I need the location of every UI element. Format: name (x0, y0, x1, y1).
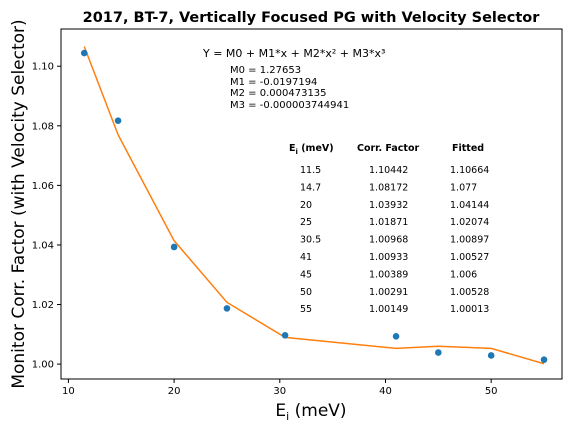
y-tick-label: 1.02 (32, 300, 54, 311)
table-cell: 1.00013 (450, 304, 489, 315)
table-header-fitted: Fitted (452, 143, 484, 154)
table-header-ei: Ei (meV) (289, 143, 334, 156)
chart-title: 2017, BT-7, Vertically Focused PG with V… (83, 10, 541, 26)
fit-equation: Y = M0 + M1*x + M2*x² + M3*x³ (202, 47, 385, 60)
x-axis-label-unit: (meV) (289, 401, 346, 421)
table-cell: 41 (300, 252, 312, 263)
table-cell: 1.006 (450, 269, 477, 280)
table-cell: 1.04144 (450, 200, 489, 211)
data-point (392, 333, 400, 340)
param-m2: M2 = 0.000473135 (230, 88, 327, 99)
table-cell: 30.5 (300, 235, 321, 246)
axes-frame (60, 28, 563, 380)
table-cell: 25 (300, 217, 312, 228)
x-axis-ticks: 10 20 30 40 50 (62, 379, 498, 397)
table-header-corr: Corr. Factor (357, 143, 419, 154)
table-cell: 1.00291 (369, 287, 408, 298)
table-cell: 1.10442 (369, 165, 408, 176)
plot-area: 10 20 30 40 50 1.00 1.02 1.04 1.06 1.08 1.10 (32, 28, 563, 397)
y-tick-label: 1.08 (32, 121, 54, 132)
param-m1: M1 = -0.0197194 (230, 77, 317, 88)
table-cell: 1.10664 (450, 165, 489, 176)
data-point (281, 331, 289, 339)
table-cell: 45 (300, 269, 312, 280)
measured-points (80, 49, 548, 363)
table-header-ei-main: E (289, 143, 296, 154)
x-tick-label: 30 (273, 386, 286, 397)
table-cell: 55 (300, 304, 312, 315)
y-axis-label: Monitor Corr. Factor (with Velocity Sele… (9, 19, 29, 388)
x-axis-label-main: E (275, 401, 286, 421)
table-header-ei-unit: (meV) (298, 143, 334, 154)
table-cell: 50 (300, 287, 312, 298)
table-cell: 1.03932 (369, 200, 408, 211)
x-tick-label: 40 (379, 386, 392, 397)
table-cell: 14.7 (300, 182, 321, 193)
data-point (80, 49, 88, 57)
table-cell: 11.5 (300, 165, 321, 176)
x-axis-label: Ei (meV) (275, 401, 346, 423)
data-point (170, 243, 178, 251)
y-tick-label: 1.10 (32, 62, 54, 73)
table-cell: 1.00968 (369, 235, 408, 246)
data-point (435, 349, 442, 356)
table-cell: 1.077 (450, 182, 477, 193)
fit-annotation: Y = M0 + M1*x + M2*x² + M3*x³ M0 = 1.276… (202, 47, 385, 111)
table-cell: 1.00933 (369, 252, 408, 263)
x-axis-label-sub: i (286, 410, 289, 423)
data-point (540, 356, 548, 363)
table-cell: 1.00149 (369, 304, 408, 315)
table-cell: 1.01871 (369, 217, 408, 228)
table-cell: 1.08172 (369, 182, 408, 193)
table-cell: 1.00897 (450, 235, 489, 246)
table-header-ei-sub: i (296, 148, 298, 156)
param-m3: M3 = -0.000003744941 (230, 100, 349, 111)
table-cell: 1.00389 (369, 269, 408, 280)
data-point (114, 117, 122, 124)
table-cell: 1.00528 (450, 287, 489, 298)
value-table: Ei (meV) Corr. Factor Fitted 11.5 1.10442… (289, 143, 489, 315)
x-tick-label: 50 (485, 386, 498, 397)
y-tick-label: 1.06 (32, 181, 54, 192)
table-rows: 11.5 1.10442 1.10664 14.7 1.08172 1.077 20 1.03… (300, 165, 489, 315)
data-point (223, 305, 231, 312)
y-axis-ticks: 1.00 1.02 1.04 1.06 1.08 1.10 (32, 62, 61, 371)
table-cell: 1.02074 (450, 217, 489, 228)
table-cell: 1.00527 (450, 252, 489, 263)
param-m0: M0 = 1.27653 (230, 65, 301, 76)
data-point (487, 352, 495, 359)
x-tick-label: 10 (62, 386, 75, 397)
y-tick-label: 1.00 (32, 360, 54, 371)
x-tick-label: 20 (168, 386, 181, 397)
y-tick-label: 1.04 (32, 240, 54, 251)
table-cell: 20 (300, 200, 312, 211)
